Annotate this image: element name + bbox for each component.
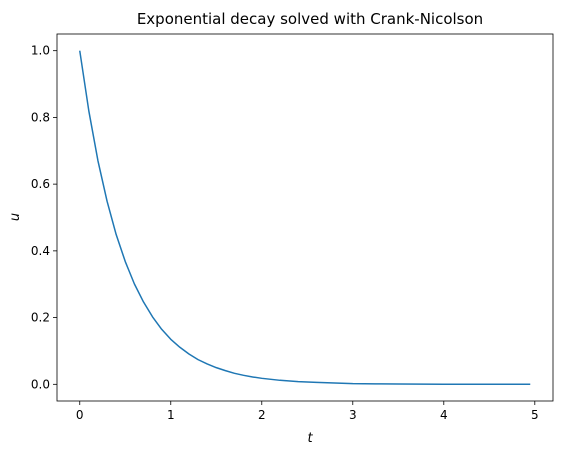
y-tick-label: 0.8 (31, 110, 50, 124)
plot-area (56, 33, 554, 402)
y-tick-label: 0.6 (31, 177, 50, 191)
y-tick-label: 1.0 (31, 44, 50, 58)
axes-frame (56, 33, 554, 402)
x-tick-label: 1 (167, 408, 175, 422)
y-tick-label: 0.2 (31, 311, 50, 325)
x-axis: 0 1 2 3 4 5 (76, 401, 539, 422)
x-tick-label: 3 (349, 408, 357, 422)
series-line-0 (79, 50, 531, 386)
y-axis: 0.0 0.2 0.4 0.6 0.8 1.0 (31, 44, 57, 391)
y-axis-title: u (8, 213, 23, 221)
y-tick-label: 0.0 (31, 377, 50, 391)
x-tick-label: 4 (440, 408, 448, 422)
x-tick-label: 5 (531, 408, 539, 422)
x-tick-label: 2 (258, 408, 266, 422)
x-axis-title: t (307, 431, 313, 446)
chart-title: Exponential decay solved with Crank-Nico… (137, 10, 483, 28)
y-tick-label: 0.4 (31, 244, 50, 258)
x-tick-label: 0 (76, 408, 84, 422)
